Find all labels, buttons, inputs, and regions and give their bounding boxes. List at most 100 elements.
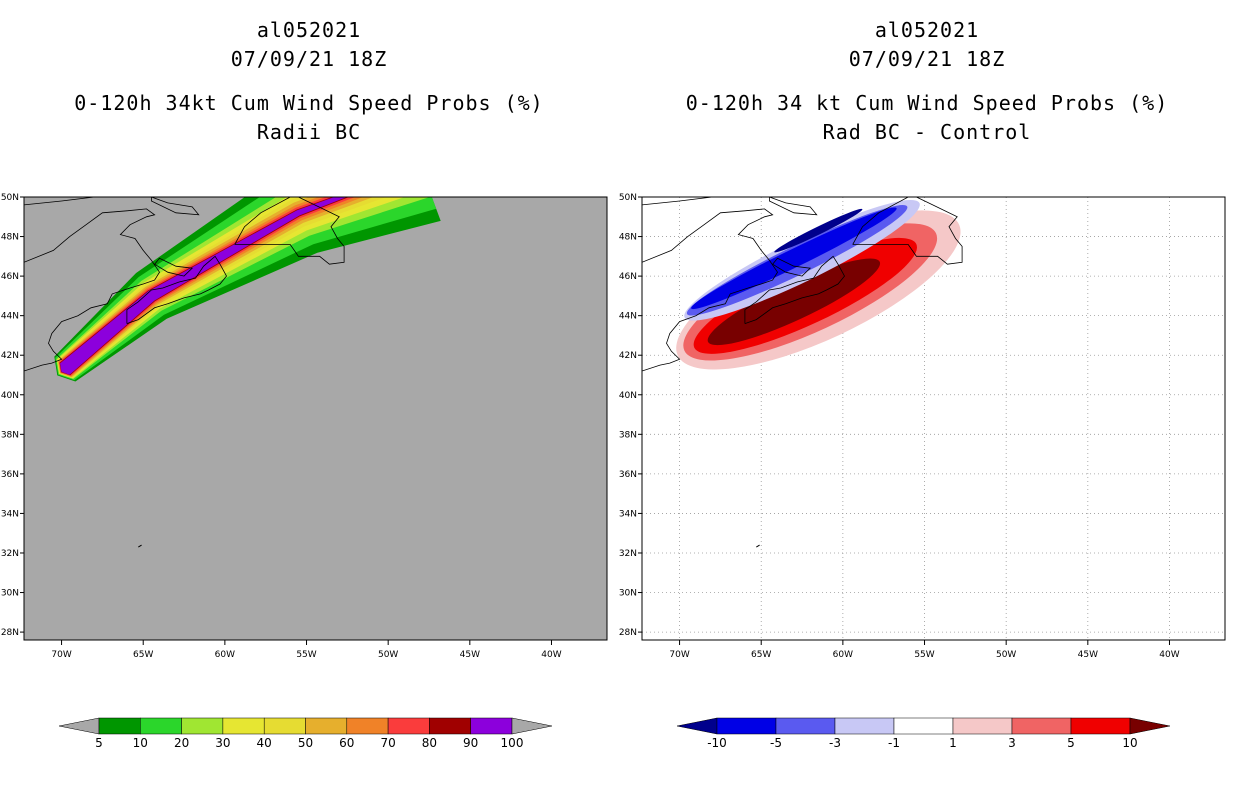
right-legend-color-swatch	[1070, 717, 1131, 735]
left-legend-label: 100	[501, 736, 524, 750]
left-y-tick-label: 44N	[1, 312, 19, 322]
right-title-storm-id: al052021	[874, 18, 980, 42]
right-bermuda-island	[756, 544, 760, 548]
left-coastline-4	[150, 197, 200, 216]
left-y-tick-label: 38N	[1, 430, 19, 440]
left-y-tick-label: 42N	[1, 351, 19, 361]
right-y-tick-label: 44N	[619, 312, 637, 322]
left-legend-color-swatch	[140, 717, 182, 735]
right-y-tick-label: 30N	[619, 589, 637, 599]
right-legend-label: -10	[707, 736, 727, 750]
right-legend-label: 3	[1008, 736, 1016, 750]
left-legend-color-swatch	[470, 717, 513, 735]
left-x-tick-label: 70W	[51, 650, 71, 660]
right-y-tick-label: 46N	[619, 272, 637, 282]
left-coastline-0	[24, 208, 160, 372]
right-y-tick-label: 48N	[619, 233, 637, 243]
left-y-tick-label: 36N	[1, 470, 19, 480]
right-x-tick-label: 50W	[996, 650, 1016, 660]
left-legend-label: 10	[133, 736, 148, 750]
diff-negative-contour--5	[691, 207, 897, 310]
right-legend-left-arrow	[676, 717, 718, 735]
right-x-tick-label: 60W	[833, 650, 853, 660]
left-legend-color-swatch	[305, 717, 348, 735]
right-difference-chart: 70W 65W 60W 55W 50W 45W 40W 50N 48N 46N 44N 42N 40N 3…	[619, 193, 1226, 660]
right-coastline-0	[642, 208, 778, 372]
right-x-tick-label: 55W	[914, 650, 934, 660]
left-y-tick-label: 30N	[1, 589, 19, 599]
right-legend-label: 1	[949, 736, 957, 750]
left-legend-label: 50	[298, 736, 313, 750]
left-coastline-1	[126, 255, 227, 324]
left-coastline-3	[234, 197, 345, 265]
right-x-tick-label: 45W	[1078, 650, 1098, 660]
left-title-product: 0-120h 34kt Cum Wind Speed Probs (%)	[74, 91, 544, 115]
right-legend-label: 10	[1122, 736, 1137, 750]
left-legend-color-swatch	[222, 717, 265, 735]
left-legend-color-swatch	[429, 717, 471, 735]
right-x-tick-label: 70W	[669, 650, 689, 660]
left-x-tick-label: 45W	[460, 650, 480, 660]
left-probability-chart: 70W 65W 60W 55W 50W 45W 40W 50N 48N 46N 44N 42N 40N 3…	[1, 193, 608, 660]
left-y-tick-label: 34N	[1, 509, 19, 519]
left-bermuda-island	[138, 544, 142, 548]
left-y-tick-label: 48N	[1, 233, 19, 243]
left-coastline-5	[24, 197, 95, 206]
right-coastline-4	[769, 197, 818, 216]
left-legend-color-swatch	[181, 717, 224, 735]
left-title-date: 07/09/21 18Z	[230, 47, 388, 71]
prob-contour-90	[60, 197, 347, 375]
left-y-tick-label: 50N	[1, 193, 19, 203]
left-x-tick-label: 50W	[378, 650, 398, 660]
right-x-tick-label: 65W	[751, 650, 771, 660]
left-x-tick-label: 55W	[296, 650, 316, 660]
right-legend-color-swatch	[716, 717, 777, 735]
right-legend-label: -5	[770, 736, 782, 750]
left-y-tick-label: 28N	[1, 628, 19, 638]
right-y-tick-label: 36N	[619, 470, 637, 480]
prob-contour-5	[54, 197, 441, 382]
right-y-tick-label: 50N	[619, 193, 637, 203]
right-legend-label: 5	[1067, 736, 1075, 750]
right-legend-color-swatch	[1011, 717, 1072, 735]
left-legend-label: 20	[174, 736, 189, 750]
left-legend-label: 60	[339, 736, 354, 750]
right-legend-color-swatch	[893, 717, 954, 735]
right-y-tick-label: 40N	[619, 391, 637, 401]
diff-negative-contour--10	[774, 208, 863, 253]
left-legend-right-arrow	[511, 717, 553, 735]
right-legend-color-swatch	[952, 717, 1013, 735]
right-y-tick-label: 34N	[619, 509, 637, 519]
left-legend-label: 80	[422, 736, 437, 750]
left-plot-frame	[23, 196, 608, 641]
left-legend-label: 70	[380, 736, 395, 750]
left-plot-area	[24, 197, 441, 548]
right-title-subtitle: Rad BC - Control	[822, 120, 1032, 144]
left-legend-color-swatch	[346, 717, 389, 735]
left-legend-color-swatch	[387, 717, 430, 735]
left-x-tick-label: 40W	[541, 650, 561, 660]
left-legend-left-arrow	[58, 717, 100, 735]
right-title-product: 0-120h 34 kt Cum Wind Speed Probs (%)	[685, 91, 1169, 115]
left-y-tick-label: 32N	[1, 549, 19, 559]
right-legend-label: -1	[888, 736, 900, 750]
right-legend-right-arrow	[1129, 717, 1171, 735]
right-legend-label: -3	[829, 736, 841, 750]
left-plot-background	[24, 197, 607, 640]
right-legend-color-swatch	[834, 717, 895, 735]
left-x-tick-label: 65W	[133, 650, 153, 660]
right-coastline-1	[744, 255, 845, 324]
right-x-tick-label: 40W	[1159, 650, 1179, 660]
right-coastline-2	[772, 257, 812, 277]
left-legend-color-swatch	[98, 717, 141, 735]
right-plot-area	[642, 197, 963, 548]
diff-positive-contour-10	[707, 258, 881, 346]
left-y-tick-label: 46N	[1, 272, 19, 282]
left-colorbar-legend: 5 10 20 30 40 50 60 70 80 90 100	[58, 717, 553, 750]
left-coastline-2	[154, 257, 194, 277]
left-title-storm-id: al052021	[256, 18, 362, 42]
left-x-tick-label: 60W	[215, 650, 235, 660]
right-title-date: 07/09/21 18Z	[848, 47, 1006, 71]
left-legend-color-swatch	[263, 717, 306, 735]
